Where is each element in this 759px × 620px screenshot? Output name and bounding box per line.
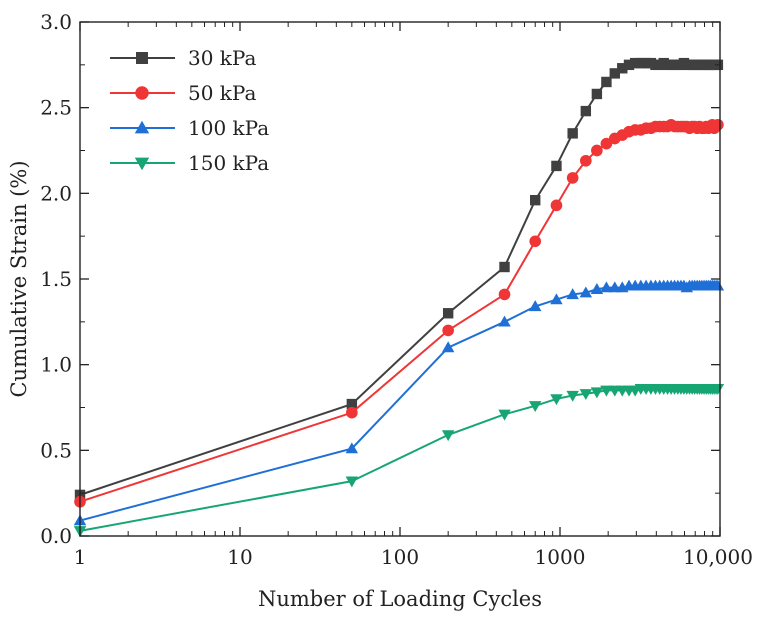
x-tick-label: 1000 <box>535 545 586 569</box>
data-point <box>711 279 725 291</box>
data-point <box>550 293 563 305</box>
data-point <box>528 401 542 413</box>
data-point <box>579 286 593 298</box>
data-point <box>499 261 510 273</box>
data-point <box>609 68 620 79</box>
data-point <box>600 385 613 397</box>
data-point <box>550 394 563 406</box>
data-point <box>566 172 579 184</box>
series-50-kpa <box>74 118 724 508</box>
data-point <box>528 300 542 312</box>
y-tick-label: 2.0 <box>40 181 72 205</box>
data-point <box>600 281 613 293</box>
series-150-kpa <box>73 383 725 538</box>
data-point <box>346 398 358 410</box>
data-point <box>629 57 641 69</box>
data-point <box>623 59 635 71</box>
x-tick-label: 10 <box>227 545 252 569</box>
data-point <box>712 118 724 131</box>
y-tick-label: 0.5 <box>40 438 72 462</box>
legend-marker <box>135 86 149 100</box>
data-point <box>566 288 579 300</box>
data-point <box>346 406 358 419</box>
legend-marker <box>136 52 148 64</box>
legend-label: 30 kPa <box>188 46 256 70</box>
data-point <box>498 409 511 421</box>
data-point <box>551 160 562 172</box>
data-point <box>591 88 603 100</box>
x-axis-title: Number of Loading Cycles <box>258 587 542 611</box>
legend-marker <box>134 157 150 171</box>
series-layer <box>73 57 725 538</box>
data-point <box>600 137 613 150</box>
data-point <box>590 283 604 294</box>
data-point <box>580 105 592 117</box>
data-point <box>442 324 454 337</box>
y-axis-title: Cumulative Strain (%) <box>7 160 31 397</box>
data-point <box>498 315 511 327</box>
data-point <box>617 63 628 74</box>
data-point <box>635 57 647 69</box>
y-tick-label: 2.5 <box>40 96 72 120</box>
data-point <box>550 199 563 212</box>
data-point <box>579 154 592 167</box>
data-point <box>345 442 359 454</box>
data-point <box>345 476 359 488</box>
legend-entry: 150 kPa <box>110 151 269 175</box>
y-tick-label: 1.5 <box>40 267 72 291</box>
data-point <box>441 341 455 353</box>
legend-entry: 50 kPa <box>110 81 256 105</box>
ticks-layer: 1 10 100 1000 10,000 0.0 0.5 1.0 1.5 2.0 2.5 3.0 <box>40 10 753 569</box>
data-point <box>601 76 612 88</box>
x-tick-label: 100 <box>381 545 419 569</box>
data-point <box>442 308 454 319</box>
legend-label: 100 kPa <box>188 116 269 140</box>
legend-entry: 30 kPa <box>110 46 256 70</box>
data-point <box>498 288 511 301</box>
legend: 30 kPa 50 kPa 100 kPa 150 kPa <box>110 46 269 175</box>
legend-marker <box>134 120 150 134</box>
data-point <box>566 390 579 402</box>
legend-entry: 100 kPa <box>110 116 269 140</box>
legend-label: 150 kPa <box>188 151 269 175</box>
series-100-kpa <box>73 279 725 526</box>
data-point <box>590 387 604 399</box>
data-point <box>579 389 593 401</box>
y-tick-label: 1.0 <box>40 353 72 377</box>
legend-label: 50 kPa <box>188 81 256 105</box>
data-point <box>530 194 541 206</box>
data-point <box>567 128 578 139</box>
data-point <box>711 383 725 395</box>
y-tick-label: 3.0 <box>40 10 72 34</box>
x-tick-label: 10,000 <box>683 545 753 569</box>
data-point <box>591 144 603 157</box>
data-point <box>529 235 542 248</box>
x-tick-label: 1 <box>74 545 87 569</box>
data-point <box>441 430 455 442</box>
y-tick-label: 0.0 <box>40 524 72 548</box>
